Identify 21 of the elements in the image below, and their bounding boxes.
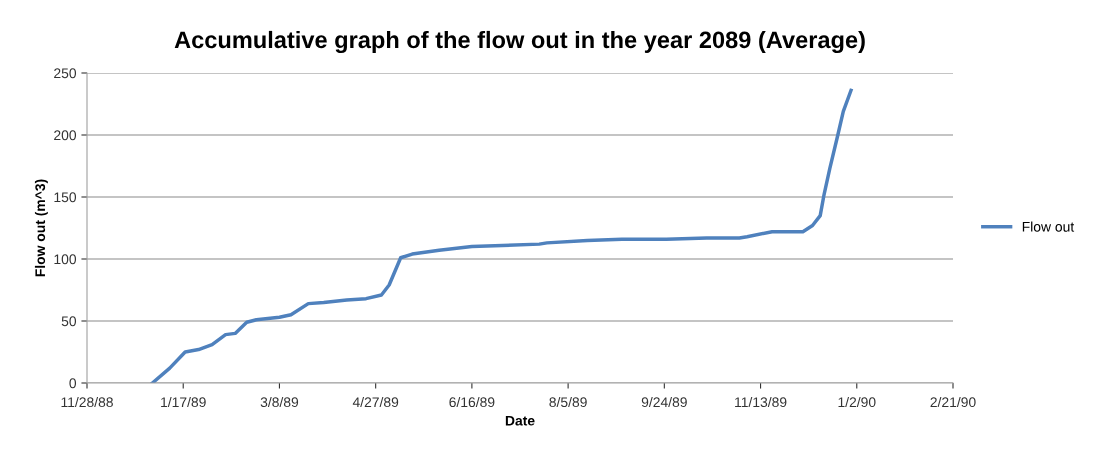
y-tick-label: 100 (54, 254, 77, 265)
x-tick-label: 4/27/89 (352, 396, 399, 408)
legend-label: Flow out (1022, 221, 1075, 232)
y-tick-label: 150 (54, 192, 77, 203)
x-tick-label: 9/24/89 (641, 396, 687, 408)
x-tick-label: 1/2/90 (838, 396, 876, 408)
chart-title: Accumulative graph of the flow out in the year 2089 (Average) (174, 30, 865, 53)
y-tick-label: 250 (54, 68, 77, 79)
x-tick-label: 8/5/89 (549, 396, 587, 408)
y-tick-label: 0 (69, 378, 77, 389)
y-axis-title: Flow out (m^3) (34, 179, 48, 277)
x-tick-label: 11/28/88 (61, 396, 113, 408)
x-tick-label: 11/13/89 (735, 396, 787, 408)
x-axis-title: Date (505, 415, 535, 426)
y-tick-label: 200 (54, 130, 77, 141)
x-tick-label: 1/17/89 (161, 396, 206, 408)
line-series (150, 88, 853, 383)
y-tick-label: 50 (61, 316, 77, 327)
x-tick-label: 2/21/90 (930, 396, 976, 408)
x-tick-label: 6/16/89 (449, 396, 495, 408)
x-tick-label: 3/8/89 (260, 396, 299, 408)
